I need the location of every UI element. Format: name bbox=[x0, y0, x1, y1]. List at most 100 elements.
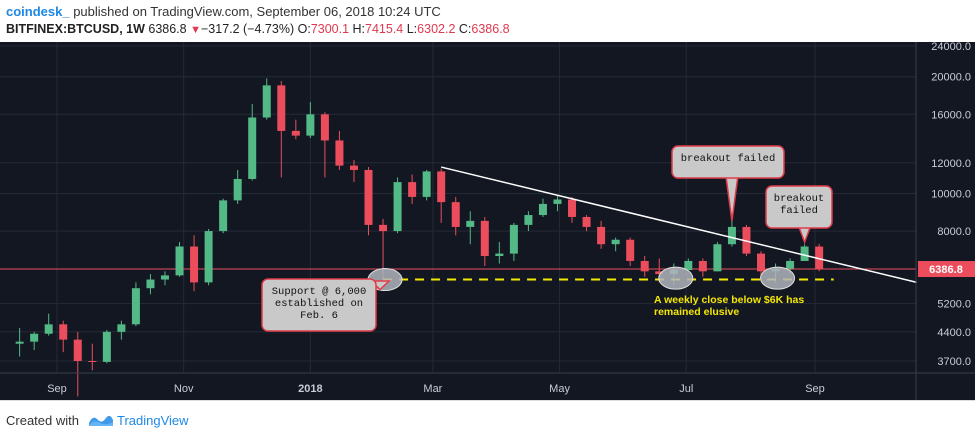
candle bbox=[219, 198, 228, 234]
candle-body bbox=[495, 253, 504, 257]
footer: Created with TradingView bbox=[0, 400, 975, 438]
candle bbox=[73, 331, 82, 397]
y-tick-label: 8000.0 bbox=[937, 226, 971, 238]
candle bbox=[88, 343, 97, 371]
candle-body bbox=[291, 130, 300, 136]
candle-body bbox=[364, 169, 373, 225]
breakout-failed-callout-2-box bbox=[765, 185, 833, 229]
candle bbox=[131, 282, 140, 327]
candle bbox=[626, 237, 635, 267]
candle-body bbox=[204, 231, 213, 283]
candle bbox=[538, 198, 547, 217]
candle bbox=[277, 80, 286, 178]
candles bbox=[15, 78, 824, 397]
candle-body bbox=[160, 275, 169, 280]
axes: Sep Nov 2018 Mar May Jul Sep 24000.0 20000.0 1600… bbox=[0, 42, 975, 400]
candle-body bbox=[349, 165, 358, 170]
candle bbox=[306, 102, 315, 139]
low-value: 6302.2 bbox=[417, 22, 456, 36]
x-tick-label: Sep bbox=[805, 383, 825, 395]
x-tick-label: Mar bbox=[423, 383, 442, 395]
candle bbox=[480, 216, 489, 267]
candle bbox=[248, 104, 257, 181]
candle-body bbox=[88, 361, 97, 362]
y-tick-label: 20000.0 bbox=[931, 72, 971, 84]
candle bbox=[437, 168, 446, 223]
high-value: 7415.4 bbox=[365, 22, 404, 36]
candle bbox=[524, 211, 533, 232]
candle bbox=[727, 220, 736, 247]
candle bbox=[582, 215, 591, 232]
candle-body bbox=[524, 215, 533, 225]
created-with-text: Created with bbox=[6, 413, 79, 428]
candle bbox=[509, 222, 518, 261]
candle bbox=[160, 271, 169, 286]
published-text: published on TradingView.com, September … bbox=[69, 4, 441, 19]
candle bbox=[146, 274, 155, 295]
candle-body bbox=[262, 85, 271, 118]
y-tick-label: 24000.0 bbox=[931, 42, 971, 53]
candle-body bbox=[146, 279, 155, 289]
breakout-failed-callout-2-text: breakout bbox=[774, 193, 824, 205]
candle-body bbox=[800, 246, 809, 261]
candle-body bbox=[757, 253, 766, 272]
candle-body bbox=[611, 239, 620, 245]
open-label: O: bbox=[297, 22, 311, 36]
grid bbox=[0, 42, 916, 372]
last-price-text: 6386.8 bbox=[148, 22, 187, 36]
candle bbox=[364, 167, 373, 236]
support-highlight bbox=[658, 266, 694, 290]
candle-body bbox=[451, 202, 460, 227]
candle bbox=[320, 112, 329, 178]
y-tick-label: 10000.0 bbox=[931, 188, 971, 200]
candle bbox=[640, 256, 649, 277]
candle bbox=[349, 159, 358, 183]
y-tick-label: 12000.0 bbox=[931, 158, 971, 170]
candle-body bbox=[248, 117, 257, 179]
candle bbox=[800, 244, 809, 261]
support-callout-text: Feb. 6 bbox=[300, 310, 338, 322]
candle-body bbox=[713, 244, 722, 272]
candle bbox=[408, 174, 417, 204]
candle bbox=[262, 78, 271, 120]
close-value: 6386.8 bbox=[471, 22, 510, 36]
candle bbox=[611, 237, 620, 252]
candle-body bbox=[117, 324, 126, 332]
candle bbox=[393, 177, 402, 234]
y-tick-label: 4400.0 bbox=[937, 327, 971, 339]
high-label: H: bbox=[352, 22, 366, 36]
candle-body bbox=[742, 226, 751, 254]
candle-body bbox=[466, 220, 475, 227]
candle-body bbox=[509, 224, 518, 254]
candle-body bbox=[698, 260, 707, 272]
candle-body bbox=[568, 199, 577, 217]
candle-body bbox=[626, 239, 635, 261]
x-tick-label: 2018 bbox=[298, 383, 322, 395]
candle-body bbox=[684, 260, 693, 271]
change-text: −317.2 (−4.73%) bbox=[200, 22, 295, 36]
candle bbox=[451, 196, 460, 236]
candle bbox=[466, 211, 475, 245]
candle bbox=[233, 169, 242, 204]
candle-body bbox=[727, 226, 736, 245]
tradingview-brand[interactable]: TradingView bbox=[117, 413, 189, 428]
candle-body bbox=[815, 246, 824, 270]
y-tick-label: 16000.0 bbox=[931, 109, 971, 121]
candle-body bbox=[190, 246, 199, 283]
candle bbox=[190, 235, 199, 292]
candle-body bbox=[306, 114, 315, 136]
breakout-failed-callout-2-text: failed bbox=[780, 205, 818, 217]
candle bbox=[495, 241, 504, 264]
candle-body bbox=[582, 216, 591, 227]
candle-body bbox=[131, 288, 140, 325]
support-callout-text: Support @ 6,000 bbox=[272, 286, 367, 298]
author-name[interactable]: coindesk_ bbox=[6, 4, 70, 19]
symbol-line: BITFINEX:BTCUSD, 1W 6386.8 ▼−317.2 (−4.7… bbox=[6, 22, 510, 36]
candle bbox=[568, 196, 577, 223]
candle-body bbox=[655, 271, 664, 275]
breakout-failed-callout-1-text: breakout failed bbox=[681, 153, 776, 165]
candle-body bbox=[553, 199, 562, 204]
